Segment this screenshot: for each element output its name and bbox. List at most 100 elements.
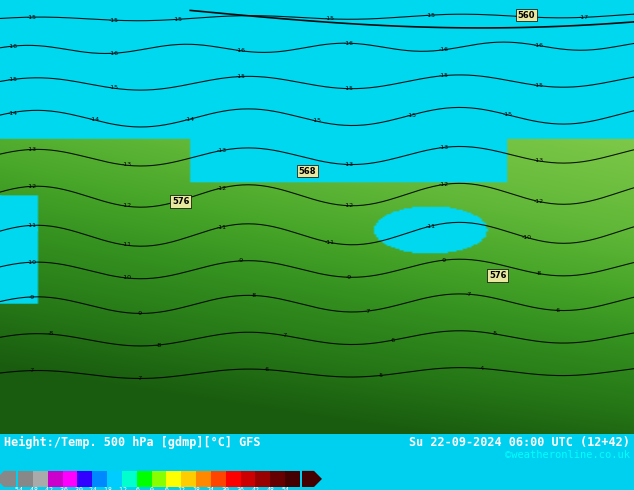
- Text: -15: -15: [407, 113, 417, 118]
- Text: -12: -12: [116, 488, 128, 490]
- FancyArrow shape: [0, 471, 16, 487]
- Text: -12: -12: [439, 182, 449, 187]
- Text: 576: 576: [489, 271, 507, 280]
- Text: -54: -54: [12, 488, 24, 490]
- Text: 36: 36: [236, 488, 245, 490]
- Bar: [107, 471, 122, 487]
- Text: -16: -16: [236, 48, 246, 53]
- Text: -4: -4: [479, 366, 485, 371]
- Text: -5: -5: [491, 331, 498, 336]
- Text: -7: -7: [136, 376, 143, 381]
- Text: -10: -10: [122, 275, 132, 280]
- Text: -18: -18: [101, 488, 113, 490]
- Text: 30: 30: [222, 488, 230, 490]
- Text: -13: -13: [534, 158, 544, 163]
- Text: ©weatheronline.co.uk: ©weatheronline.co.uk: [505, 450, 630, 460]
- Text: -14: -14: [8, 111, 18, 116]
- Bar: [181, 471, 196, 487]
- Text: -9: -9: [346, 275, 352, 280]
- Text: 18: 18: [192, 488, 200, 490]
- Bar: [33, 471, 48, 487]
- Bar: [285, 471, 300, 487]
- Text: -8: -8: [536, 271, 542, 276]
- Text: 576: 576: [172, 197, 190, 206]
- Bar: [63, 471, 77, 487]
- Text: -16: -16: [534, 43, 544, 48]
- Text: -16: -16: [515, 14, 525, 19]
- Text: -15: -15: [426, 13, 436, 18]
- Bar: [77, 471, 92, 487]
- Bar: [48, 471, 63, 487]
- Text: -15: -15: [236, 74, 246, 79]
- Text: 48: 48: [266, 488, 275, 490]
- Text: 0: 0: [150, 488, 153, 490]
- Text: -12: -12: [344, 203, 354, 208]
- Text: -12: -12: [534, 199, 544, 204]
- Bar: [92, 471, 107, 487]
- Text: -6: -6: [390, 338, 396, 343]
- Text: -11: -11: [426, 224, 436, 229]
- Text: -16: -16: [344, 41, 354, 46]
- Text: -36: -36: [56, 488, 68, 490]
- Text: -14: -14: [90, 117, 100, 122]
- Text: -17: -17: [578, 15, 588, 20]
- Text: 12: 12: [178, 488, 185, 490]
- Text: -15: -15: [172, 17, 183, 22]
- Text: -8: -8: [48, 331, 54, 337]
- Bar: [18, 471, 33, 487]
- Text: -5: -5: [377, 373, 384, 378]
- Text: -16: -16: [8, 44, 18, 49]
- Text: -7: -7: [282, 333, 288, 338]
- Text: -8: -8: [250, 293, 257, 298]
- Text: -15: -15: [534, 83, 544, 88]
- Text: -48: -48: [27, 488, 39, 490]
- Text: -6: -6: [263, 367, 269, 372]
- Polygon shape: [0, 0, 63, 35]
- Text: -11: -11: [217, 225, 227, 230]
- Text: -15: -15: [27, 15, 37, 20]
- Text: -7: -7: [365, 309, 371, 314]
- Text: -8: -8: [155, 343, 162, 348]
- Text: -42: -42: [42, 488, 54, 490]
- Text: -9: -9: [29, 294, 35, 299]
- Text: -16: -16: [109, 51, 119, 56]
- Text: -15: -15: [109, 85, 119, 90]
- Text: Height:/Temp. 500 hPa [gdmp][°C] GFS: Height:/Temp. 500 hPa [gdmp][°C] GFS: [4, 436, 261, 449]
- Bar: [122, 471, 137, 487]
- Text: -6: -6: [555, 308, 561, 313]
- Text: -6: -6: [133, 488, 141, 490]
- Text: -7: -7: [466, 292, 472, 297]
- Bar: [226, 471, 241, 487]
- Bar: [152, 471, 166, 487]
- Text: 24: 24: [207, 488, 215, 490]
- Bar: [137, 471, 152, 487]
- Text: -11: -11: [27, 223, 37, 228]
- Text: -30: -30: [72, 488, 83, 490]
- Text: -16: -16: [439, 48, 449, 52]
- Text: -9: -9: [441, 258, 447, 263]
- Text: 6: 6: [164, 488, 169, 490]
- Text: -15: -15: [344, 86, 354, 91]
- Text: -15: -15: [325, 16, 335, 22]
- Text: -10: -10: [27, 260, 37, 265]
- Text: -11: -11: [122, 243, 132, 247]
- Text: 54: 54: [281, 488, 289, 490]
- Bar: [241, 471, 256, 487]
- Text: -9: -9: [238, 259, 244, 264]
- Bar: [196, 471, 211, 487]
- Text: -14: -14: [185, 117, 195, 122]
- Bar: [211, 471, 226, 487]
- Bar: [270, 471, 285, 487]
- Bar: [256, 471, 270, 487]
- Text: -13: -13: [439, 145, 449, 150]
- Text: 42: 42: [252, 488, 259, 490]
- Text: -15: -15: [439, 73, 449, 78]
- Text: -15: -15: [312, 119, 322, 123]
- Text: -11: -11: [325, 240, 335, 245]
- Text: -12: -12: [27, 184, 37, 189]
- Text: -13: -13: [122, 163, 132, 168]
- Text: -12: -12: [122, 203, 132, 208]
- Bar: [166, 471, 181, 487]
- Text: 560: 560: [517, 11, 535, 20]
- Text: -15: -15: [109, 18, 119, 23]
